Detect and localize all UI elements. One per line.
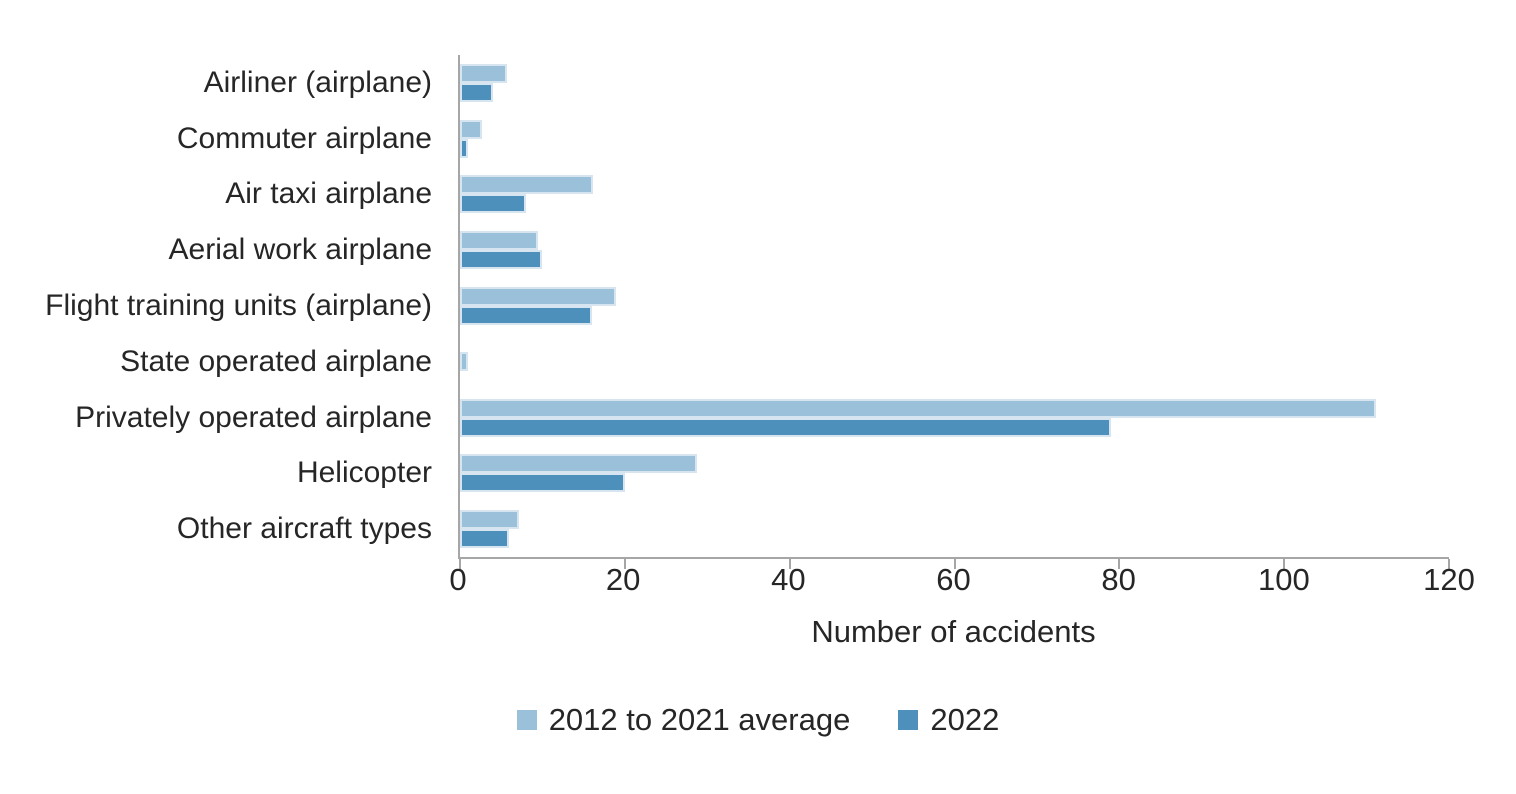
bar-average: [460, 510, 519, 530]
plot-area: [458, 55, 1450, 569]
bar-2022: [460, 138, 469, 158]
x-tick-mark: [1283, 559, 1286, 569]
bar-row: [460, 222, 1449, 278]
category-label: Helicopter: [296, 456, 432, 490]
category-label: Air taxi airplane: [225, 177, 432, 211]
category-label: Aerial work airplane: [168, 233, 432, 267]
legend-swatch: [516, 710, 537, 730]
category-label: Commuter airplane: [176, 121, 432, 155]
bar-row: [460, 334, 1449, 390]
x-tick-labels: 0 20 40 60 80 100 120: [449, 562, 1474, 602]
bar-row: [460, 167, 1449, 223]
x-tick-mark: [788, 559, 791, 569]
category-axis-labels: Airliner (airplane) Commuter airplane Air …: [0, 55, 432, 557]
bar-2022: [460, 194, 526, 214]
bar-average: [460, 63, 507, 83]
category-label: Airliner (airplane): [203, 65, 432, 99]
bar-average: [460, 454, 697, 474]
bar-row: [460, 445, 1449, 501]
category-label: Privately operated airplane: [75, 400, 432, 434]
x-tick-label: 60: [936, 562, 971, 597]
bar-average: [460, 175, 593, 195]
x-tick-mark: [1448, 559, 1450, 569]
x-tick-label: 80: [1101, 562, 1136, 597]
bar-average: [460, 352, 469, 372]
bar-row: [460, 278, 1449, 334]
legend-entry: 2022: [898, 702, 999, 738]
x-tick-mark: [1118, 559, 1121, 569]
bar-2022: [460, 250, 543, 270]
x-tick-label: 120: [1423, 562, 1475, 597]
x-axis-title: Number of accidents: [811, 614, 1096, 649]
bar-average: [460, 231, 539, 251]
bar-2022: [460, 529, 510, 549]
bar-average: [460, 119, 483, 139]
x-tick-label: 0: [449, 562, 467, 597]
category-label: State operated airplane: [120, 344, 432, 378]
bar-average: [460, 398, 1376, 418]
legend-entry: 2012 to 2021 average: [516, 702, 851, 738]
legend: 2012 to 2021 average 2022: [0, 702, 1516, 738]
bar-row: [460, 111, 1449, 167]
category-label: Flight training units (airplane): [45, 289, 432, 323]
category-label: Other aircraft types: [176, 512, 432, 546]
bar-row: [460, 55, 1449, 111]
bar-2022: [460, 306, 592, 326]
legend-label: 2022: [930, 702, 1000, 737]
x-tick-mark: [623, 559, 626, 569]
legend-swatch: [898, 710, 919, 730]
x-tick-label: 40: [771, 562, 806, 597]
x-tick-mark: [459, 559, 461, 569]
x-tick-label: 20: [605, 562, 641, 597]
bar-rows: [460, 55, 1449, 557]
x-tick-mark: [953, 559, 956, 569]
x-tick-label: 100: [1257, 562, 1310, 597]
bar-2022: [460, 417, 1112, 437]
bar-row: [460, 390, 1449, 446]
bar-row: [460, 501, 1449, 557]
bar-2022: [460, 473, 625, 493]
legend-label: 2012 to 2021 average: [548, 702, 851, 737]
bar-2022: [460, 82, 493, 102]
bar-average: [460, 287, 616, 307]
